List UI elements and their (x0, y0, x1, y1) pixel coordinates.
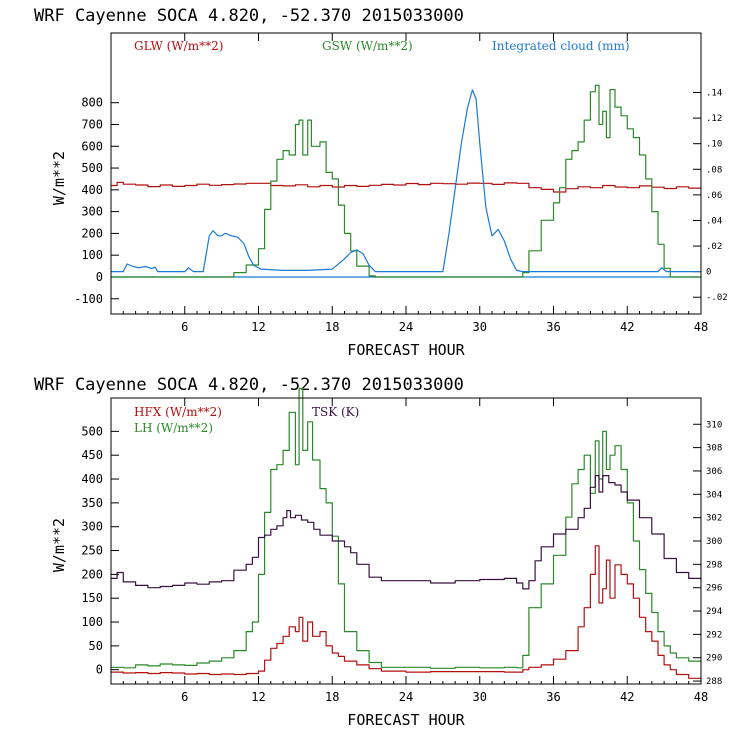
y-tick-label: 800 (81, 96, 103, 110)
chart-radiation: WRF Cayenne SOCA 4.820, -52.370 20150330… (34, 6, 728, 359)
y-tick-label: 300 (81, 520, 103, 534)
y-axis-label: W/m**2 (50, 151, 68, 205)
x-tick-label: 18 (325, 320, 339, 334)
x-tick-label: 42 (620, 320, 634, 334)
y2-tick-label: 300 (706, 537, 722, 547)
legend-integrated: Integrated cloud (mm) (492, 39, 630, 53)
y-tick-label: 700 (81, 117, 103, 131)
y2-tick-label: 298 (706, 560, 722, 570)
y-tick-label: 50 (89, 639, 103, 653)
x-tick-label: 48 (694, 690, 708, 704)
legend-glw: GLW (W/m**2) (134, 39, 223, 53)
series-line-integrated (111, 89, 701, 273)
chart-title: WRF Cayenne SOCA 4.820, -52.370 20150330… (34, 6, 464, 26)
y-tick-label: 400 (81, 183, 103, 197)
legend-tsk: TSK (K) (312, 405, 359, 419)
y-tick-label: 200 (81, 567, 103, 581)
x-tick-label: 24 (399, 320, 413, 334)
y2-tick-label: .02 (706, 242, 722, 252)
y2-tick-label: 290 (706, 654, 722, 664)
y-tick-label: 300 (81, 205, 103, 219)
y2-tick-label: 302 (706, 514, 722, 524)
x-tick-label: 30 (473, 690, 487, 704)
x-axis-label: FORECAST HOUR (347, 341, 465, 359)
x-tick-label: 36 (546, 320, 560, 334)
y-axis-label: W/m**2 (50, 518, 68, 572)
y2-tick-label: 304 (706, 490, 722, 500)
y-tick-label: 200 (81, 226, 103, 240)
y-tick-label: 600 (81, 139, 103, 153)
y2-tick-label: .08 (706, 165, 722, 175)
series-line-hfx (111, 545, 702, 680)
plot-frame (110, 32, 702, 315)
series-line-tsk (111, 475, 702, 590)
y2-tick-label: 288 (706, 677, 722, 687)
series-line-gsw (111, 84, 701, 278)
y2-tick-label: 0 (706, 268, 711, 278)
y2-tick-label: .04 (706, 216, 722, 226)
x-tick-label: 24 (399, 690, 413, 704)
y2-tick-label: 294 (706, 607, 722, 617)
y-tick-label: 350 (81, 496, 103, 510)
x-tick-label: 12 (251, 320, 265, 334)
series-line-glw (111, 181, 702, 193)
y2-tick-label: 296 (706, 584, 722, 594)
y-tick-label: 250 (81, 544, 103, 558)
y2-tick-label: .10 (706, 140, 722, 150)
y-tick-label: 100 (81, 248, 103, 262)
series-line-lh (111, 387, 702, 669)
y2-tick-label: .14 (706, 89, 722, 99)
y2-tick-label: 292 (706, 630, 722, 640)
y-tick-label: 400 (81, 472, 103, 486)
y-tick-label: 450 (81, 448, 103, 462)
x-tick-label: 48 (694, 320, 708, 334)
legend-lh: LH (W/m**2) (134, 421, 213, 435)
chart-title: WRF Cayenne SOCA 4.820, -52.370 20150330… (34, 375, 464, 395)
y2-tick-label: .06 (706, 191, 722, 201)
x-axis-label: FORECAST HOUR (347, 711, 465, 729)
x-tick-label: 18 (325, 690, 339, 704)
x-tick-label: 42 (620, 690, 634, 704)
legend-hfx: HFX (W/m**2) (134, 405, 222, 419)
y-tick-label: -100 (74, 292, 103, 306)
y-tick-label: 150 (81, 591, 103, 605)
y-tick-label: 500 (81, 161, 103, 175)
x-tick-label: 6 (181, 690, 188, 704)
chart-surface-fluxes: WRF Cayenne SOCA 4.820, -52.370 20150330… (34, 375, 722, 729)
x-tick-label: 30 (473, 320, 487, 334)
plot-frame (110, 397, 702, 685)
legend-gsw: GSW (W/m**2) (322, 39, 413, 53)
x-tick-label: 36 (546, 690, 560, 704)
y-tick-label: 0 (96, 270, 103, 284)
y2-tick-label: -.02 (706, 293, 728, 303)
y2-tick-label: .12 (706, 114, 722, 124)
x-tick-label: 12 (251, 690, 265, 704)
y-tick-label: 100 (81, 615, 103, 629)
y2-tick-label: 310 (706, 420, 722, 430)
x-tick-label: 6 (181, 320, 188, 334)
y2-tick-label: 306 (706, 467, 722, 477)
y-tick-label: 500 (81, 424, 103, 438)
y-tick-label: 0 (96, 663, 103, 677)
y2-tick-label: 308 (706, 444, 722, 454)
